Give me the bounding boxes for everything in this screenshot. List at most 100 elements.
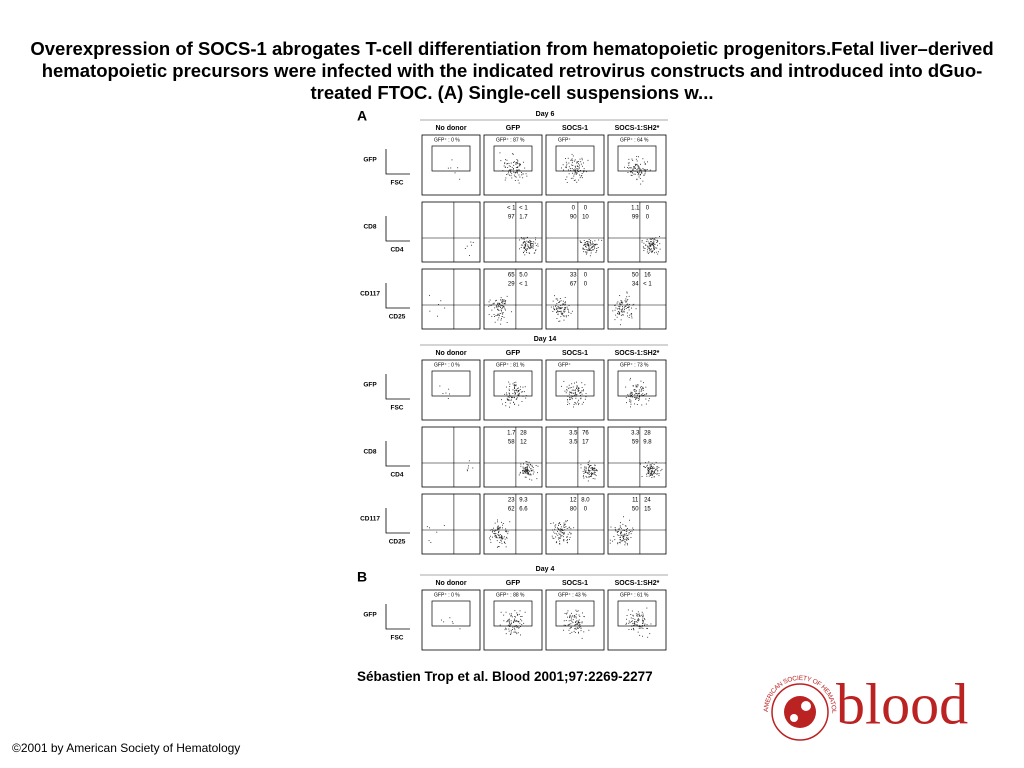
event-dot	[529, 470, 531, 472]
event-dot	[582, 612, 583, 614]
event-dot	[628, 162, 630, 164]
event-dot	[457, 167, 459, 169]
event-dot	[454, 172, 456, 174]
event-dot	[585, 242, 586, 244]
event-dot	[648, 472, 650, 474]
event-dot	[644, 173, 646, 175]
event-dot	[651, 244, 653, 245]
event-dot	[464, 248, 466, 249]
quadrant-value: < 1	[519, 206, 528, 212]
event-dot	[566, 541, 568, 543]
event-dot	[633, 166, 635, 167]
event-dot	[515, 176, 517, 178]
event-dot	[502, 299, 504, 301]
event-dot	[579, 392, 581, 394]
plot-frame	[545, 201, 605, 263]
event-dot	[583, 170, 585, 172]
event-dot	[577, 166, 579, 167]
event-dot	[559, 530, 561, 532]
event-dot	[515, 389, 517, 391]
event-dot	[497, 302, 498, 304]
event-dot	[586, 244, 588, 246]
event-dot	[630, 396, 632, 398]
event-dot	[578, 161, 580, 162]
event-dot	[501, 521, 502, 523]
event-dot	[593, 468, 595, 470]
event-dot	[519, 610, 521, 612]
event-dot	[526, 240, 528, 242]
event-dot	[636, 624, 638, 626]
plot-frame	[607, 134, 667, 196]
event-dot	[505, 611, 507, 613]
event-dot	[641, 394, 642, 396]
event-dot	[563, 303, 565, 305]
event-dot	[653, 247, 655, 249]
event-dot	[616, 316, 618, 318]
event-dot	[658, 251, 659, 253]
event-dot	[571, 392, 573, 394]
event-dot	[566, 165, 567, 167]
event-dot	[620, 536, 621, 538]
event-dot	[499, 537, 501, 538]
event-dot	[588, 474, 590, 475]
event-dot	[580, 161, 582, 163]
event-dot	[564, 523, 566, 525]
event-dot	[650, 245, 651, 247]
event-dot	[577, 628, 579, 629]
event-dot	[567, 539, 568, 540]
event-dot	[528, 241, 530, 242]
event-dot	[591, 473, 593, 475]
event-dot	[501, 305, 503, 307]
event-dot	[533, 471, 535, 473]
event-dot	[579, 167, 580, 169]
gate-label: GFP⁺ : 0 %	[434, 137, 460, 143]
event-dot	[496, 299, 497, 301]
event-dot	[636, 169, 638, 170]
event-dot	[570, 169, 572, 171]
event-dot	[624, 525, 626, 527]
event-dot	[494, 534, 496, 536]
event-dot	[640, 463, 641, 465]
event-dot	[639, 615, 641, 617]
event-dot	[572, 386, 574, 388]
plot-frame	[483, 589, 543, 651]
event-dot	[594, 244, 596, 246]
event-dot	[568, 629, 570, 631]
event-dot	[508, 618, 510, 620]
plot-frame	[421, 201, 481, 263]
event-dot	[644, 466, 645, 468]
event-dot	[507, 396, 509, 398]
event-dot	[510, 169, 511, 171]
event-dot	[651, 473, 653, 475]
event-dot	[504, 629, 506, 631]
event-dot	[624, 544, 626, 546]
event-dot	[621, 300, 623, 302]
quadrant-value: 8.0	[581, 498, 590, 504]
event-dot	[631, 313, 633, 315]
event-dot	[627, 538, 628, 540]
event-dot	[583, 162, 584, 164]
event-dot	[642, 388, 644, 389]
event-dot	[525, 471, 527, 473]
axis-arrow	[385, 604, 410, 630]
plot-frame	[483, 134, 543, 196]
event-dot	[629, 400, 630, 402]
event-dot	[514, 610, 516, 612]
event-dot	[508, 171, 509, 173]
event-dot	[575, 172, 577, 173]
event-dot	[614, 309, 616, 311]
event-dot	[637, 613, 639, 615]
event-dot	[627, 537, 629, 539]
event-dot	[582, 390, 584, 392]
event-dot	[511, 397, 512, 399]
event-dot	[650, 241, 651, 243]
day-label: Day 6	[536, 111, 555, 118]
event-dot	[649, 243, 651, 245]
event-dot	[583, 631, 585, 633]
event-dot	[557, 313, 559, 315]
event-dot	[502, 313, 504, 315]
event-dot	[568, 312, 570, 313]
event-dot	[631, 392, 633, 393]
event-dot	[574, 165, 576, 167]
event-dot	[502, 299, 504, 300]
